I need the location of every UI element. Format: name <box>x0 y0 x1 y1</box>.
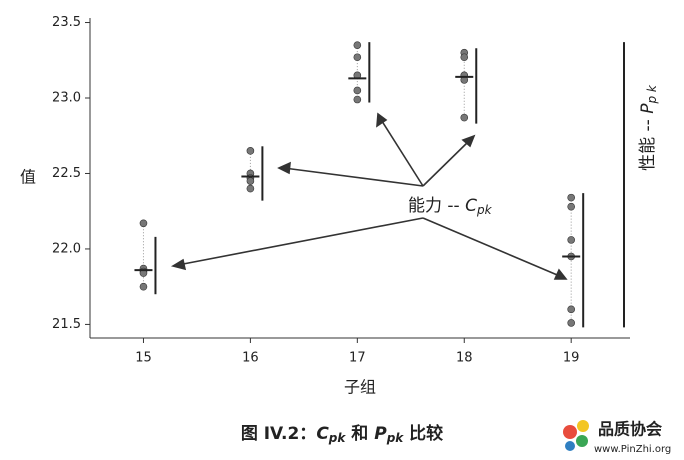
data-point <box>246 147 255 155</box>
arrows <box>170 112 568 280</box>
data-point <box>353 86 362 95</box>
x-axis-label: 子组 <box>344 378 376 397</box>
watermark-name: 品质协会 <box>598 420 662 439</box>
data-point <box>353 95 362 104</box>
text-part: P <box>374 424 387 444</box>
text-part: 和 <box>345 424 374 444</box>
x-tick-label: 19 <box>563 351 580 366</box>
y-tick-label: 22.0 <box>52 241 81 256</box>
x-tick-label: 18 <box>456 351 473 366</box>
y-axis-label: 值 <box>20 168 36 187</box>
y-tick-label: 21.5 <box>52 317 81 332</box>
data-point <box>460 113 469 122</box>
x-tick-label: 15 <box>135 351 152 366</box>
watermark-url: www.PinZhi.org <box>594 444 671 455</box>
text-part: pk <box>328 431 347 445</box>
y-tick-label: 22.5 <box>52 166 81 181</box>
data-point <box>246 184 255 193</box>
data-point <box>353 41 362 49</box>
text-part: p k <box>645 84 659 104</box>
text-part: C <box>465 196 477 216</box>
text-part: 能力 -- <box>408 196 465 216</box>
ppk-annotation: 性能 -- Pp k <box>638 84 659 171</box>
data-point <box>139 219 148 228</box>
y-tick-label: 23.0 <box>52 91 81 106</box>
logo <box>563 420 589 451</box>
x-tick-label: 16 <box>242 351 259 366</box>
data-point <box>567 319 575 327</box>
text-part: P <box>638 103 658 114</box>
data-point <box>567 193 575 202</box>
x-tick-label: 17 <box>349 351 366 366</box>
text-part: 比较 <box>403 423 443 444</box>
text-part: 图 IV.2： <box>241 424 317 444</box>
cpk-annotation: 能力 -- Cpk <box>408 196 493 217</box>
text-part: C <box>316 424 329 444</box>
figure-title: 图 IV.2：Cpk 和 Ppk 比较 <box>241 423 443 445</box>
data-point <box>567 305 575 314</box>
text-part: pk <box>476 203 493 217</box>
data-point <box>567 236 575 244</box>
y-tick-label: 23.5 <box>52 15 81 30</box>
data-point <box>246 177 255 185</box>
data-point <box>139 282 148 291</box>
data-point <box>353 53 362 62</box>
text-part: 性能 -- <box>638 114 658 171</box>
text-part: pk <box>386 431 405 445</box>
data-point <box>567 202 575 211</box>
data-point <box>460 53 469 62</box>
